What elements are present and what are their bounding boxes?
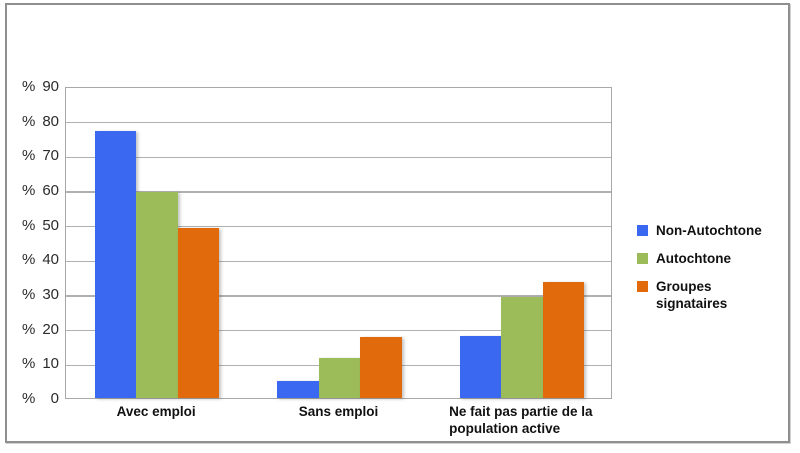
x-category-label-text: Sans emploi — [298, 404, 379, 419]
y-tick-value: 10 — [42, 355, 59, 373]
legend-label: Autochtone — [656, 251, 731, 266]
y-tick-label: % 20 — [22, 321, 59, 339]
legend-item: Groupes signataires — [637, 278, 762, 312]
y-tick-value: 50 — [42, 216, 59, 234]
gridline — [66, 329, 611, 332]
y-tick-value: 70 — [42, 147, 59, 165]
legend-swatch-icon — [637, 253, 648, 264]
legend-label: Groupes signataires — [656, 279, 728, 311]
y-tick-value: 60 — [42, 182, 59, 199]
y-tick-label: % 30 — [22, 286, 59, 304]
y-tick-label: % 0 — [22, 390, 59, 408]
bar-groupes-signataires — [542, 281, 585, 398]
y-tick-prefix: % — [22, 112, 36, 130]
bar-groupes-signataires — [177, 228, 220, 398]
gridline — [66, 260, 611, 263]
bar-autochtone — [318, 358, 361, 398]
bar-autochtone — [136, 191, 178, 398]
y-tick-prefix: % — [22, 355, 36, 373]
plot-area — [65, 87, 612, 399]
legend-label: Non-Autochtone — [656, 223, 762, 238]
y-tick-value: 90 — [42, 78, 59, 95]
y-tick-prefix: % — [22, 182, 36, 199]
legend-item: Autochtone — [637, 250, 762, 267]
x-axis-category-labels: Avec emploi Sans emploi Ne fait pas partie… — [65, 404, 612, 438]
y-tick-prefix: % — [22, 251, 36, 269]
y-tick-label: % 90 — [22, 78, 59, 96]
bar-non-autochtone — [277, 380, 319, 398]
y-tick-label: % 70 — [22, 147, 59, 165]
y-tick-prefix: % — [22, 286, 36, 303]
y-tick-prefix: % — [22, 78, 36, 95]
gridline — [66, 191, 611, 193]
legend-item: Non-Autochtone — [637, 222, 762, 239]
x-category-label: Avec emploi — [65, 404, 247, 438]
x-category-label-text: Avec emploi — [116, 404, 196, 419]
x-category-label: Sans emploi — [247, 404, 429, 438]
gridline — [66, 121, 611, 124]
legend-swatch-icon — [637, 225, 648, 236]
y-tick-label: % 50 — [22, 217, 59, 235]
y-tick-value: 0 — [50, 390, 59, 407]
x-category-label: Ne fait pas partie de la population acti… — [430, 404, 612, 438]
y-tick-label: % 10 — [22, 355, 59, 373]
y-tick-label: % 60 — [22, 182, 59, 200]
y-tick-value: 20 — [42, 320, 59, 338]
y-tick-prefix: % — [22, 216, 36, 234]
bar-non-autochtone — [459, 335, 502, 398]
legend-swatch-icon — [637, 281, 648, 292]
y-tick-value: 80 — [42, 112, 59, 130]
x-category-label-text: Ne fait pas partie de la population acti… — [449, 404, 593, 436]
y-tick-prefix: % — [22, 390, 36, 407]
bar-autochtone — [501, 297, 543, 398]
gridline — [66, 156, 611, 159]
y-tick-prefix: % — [22, 320, 36, 338]
gridline — [66, 225, 611, 228]
bar-groupes-signataires — [360, 337, 402, 398]
y-tick-label: % 80 — [22, 113, 59, 131]
y-tick-value: 30 — [42, 286, 59, 303]
gridline — [66, 295, 611, 297]
y-tick-label: % 40 — [22, 251, 59, 269]
y-tick-prefix: % — [22, 147, 36, 165]
y-tick-value: 40 — [42, 251, 59, 269]
bar-non-autochtone — [94, 131, 137, 398]
legend: Non-Autochtone Autochtone Groupes signatai… — [637, 222, 762, 323]
